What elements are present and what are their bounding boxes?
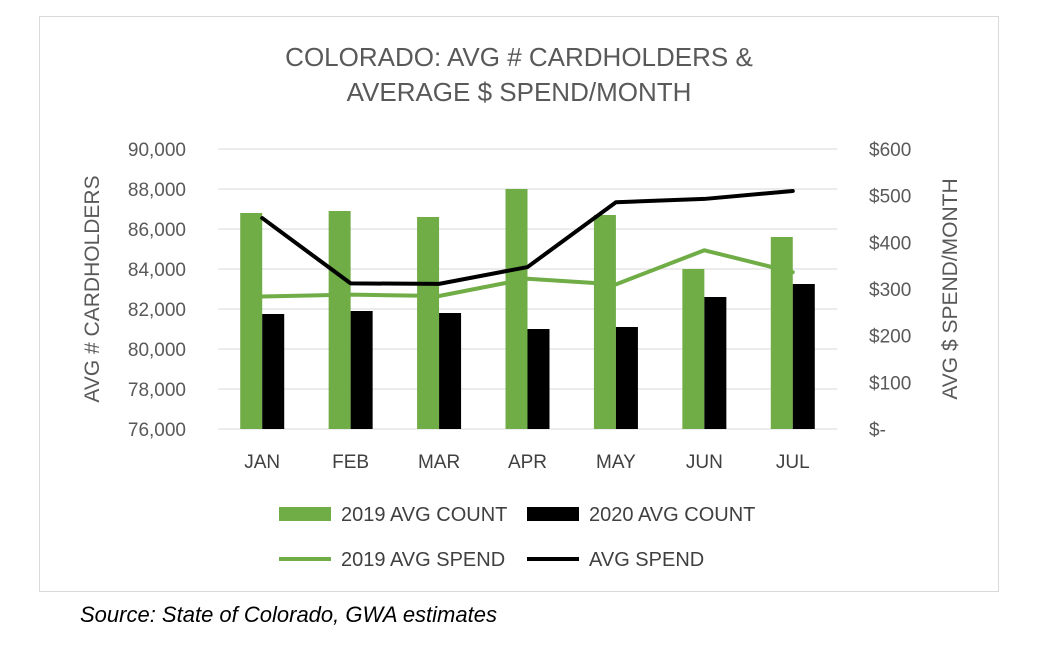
y-tick-label: 86,000 (128, 220, 186, 241)
bar-2019-avg-count (682, 269, 705, 429)
bar-2020-avg-count (527, 329, 550, 429)
line-avg-spend (260, 189, 795, 286)
x-tick-label: APR (508, 452, 547, 473)
x-tick-label: JUL (776, 452, 810, 473)
x-tick-label: MAR (418, 452, 460, 473)
bar-2019-avg-count (770, 237, 793, 429)
y2-tick-label: $300 (869, 280, 911, 301)
y-tick-label: 82,000 (128, 300, 186, 321)
y2-tick-label: $500 (869, 187, 911, 208)
bar-2020-avg-count (439, 313, 462, 429)
y2-tick-label: $200 (869, 327, 911, 348)
y-tick-label: 90,000 (128, 140, 186, 161)
y2-tick-label: $- (869, 420, 886, 441)
y2-tick-label: $600 (869, 140, 911, 161)
line-2019-avg-spend (260, 248, 795, 299)
bar-2019-avg-count (328, 211, 351, 429)
bar-2020-avg-count (704, 297, 727, 429)
x-tick-label: FEB (332, 452, 369, 473)
y2-axis-title: AVG $ SPEND/MONTH (939, 178, 962, 399)
chart-svg: COLORADO: AVG # CARDHOLDERS & AVERAGE $ S… (81, 42, 962, 571)
bar-2020-avg-count (615, 327, 638, 429)
legend-label: 2020 AVG COUNT (589, 504, 755, 526)
y2-tick-label: $100 (869, 373, 911, 394)
y2-tick-label: $400 (869, 233, 911, 254)
bar-2019-avg-count (240, 213, 263, 429)
y-axis-title: AVG # CARDHOLDERS (81, 175, 104, 402)
x-tick-label: JAN (244, 452, 280, 473)
bar-2020-avg-count (792, 284, 815, 429)
y-tick-label: 88,000 (128, 180, 186, 201)
x-tick-label: MAY (596, 452, 636, 473)
source-note: Source: State of Colorado, GWA estimates (80, 602, 497, 627)
legend-label: 2019 AVG SPEND (341, 549, 505, 571)
bar-2020-avg-count (350, 311, 373, 429)
chart-frame: COLORADO: AVG # CARDHOLDERS & AVERAGE $ S… (39, 16, 999, 592)
bar-2019-avg-count (417, 217, 440, 429)
bar-2020-avg-count (262, 314, 285, 429)
y-tick-label: 78,000 (128, 380, 186, 401)
chart-title-line: AVERAGE $ SPEND/MONTH (347, 77, 692, 107)
bar-2019-avg-count (593, 215, 616, 429)
bar-2019-avg-count (505, 189, 528, 429)
y-tick-label: 84,000 (128, 260, 186, 281)
chart-title-line: COLORADO: AVG # CARDHOLDERS & (285, 42, 753, 72)
legend-swatch (279, 507, 331, 521)
y-tick-label: 80,000 (128, 340, 186, 361)
y-tick-label: 76,000 (128, 420, 186, 441)
legend-label: AVG SPEND (589, 549, 704, 571)
legend-label: 2019 AVG COUNT (341, 504, 507, 526)
x-tick-label: JUN (686, 452, 723, 473)
legend-swatch (527, 507, 579, 521)
